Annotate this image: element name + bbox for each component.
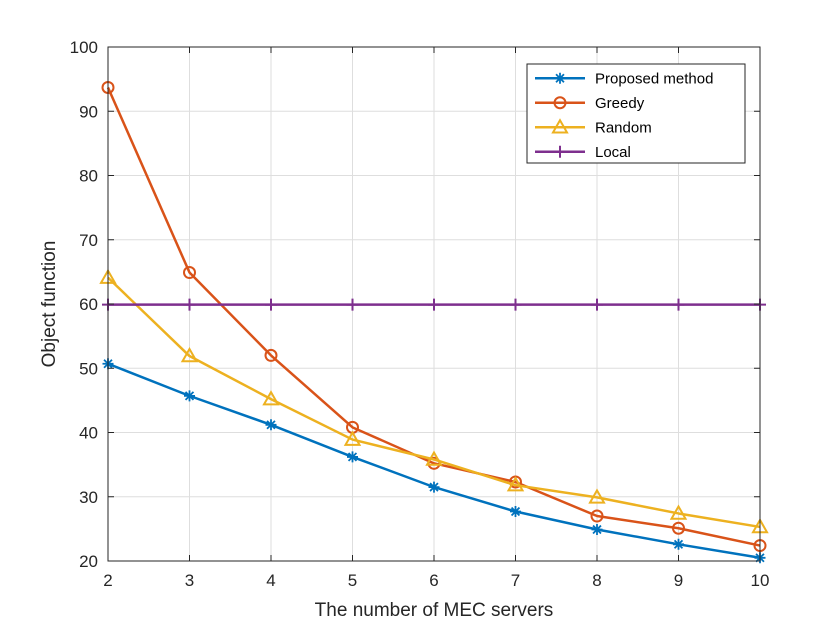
series-layer — [99, 80, 769, 564]
legend-item: Greedy — [535, 95, 645, 112]
data-point — [265, 298, 277, 311]
y-axis-label: Object function — [39, 241, 60, 368]
series-local — [102, 298, 766, 311]
y-tick-label: 60 — [79, 295, 98, 314]
x-tick-label: 5 — [348, 571, 357, 590]
y-tick-label: 100 — [70, 38, 98, 57]
data-point — [588, 488, 606, 504]
data-point — [265, 419, 277, 431]
x-tick-label: 7 — [511, 571, 520, 590]
data-point — [343, 430, 362, 446]
x-tick-label: 8 — [592, 571, 601, 590]
x-axis-label: The number of MEC servers — [315, 600, 554, 621]
data-point — [184, 390, 195, 402]
data-point — [591, 524, 603, 536]
legend-item: Proposed method — [535, 70, 713, 87]
data-point — [346, 298, 359, 311]
data-point — [590, 509, 604, 523]
data-point — [425, 450, 443, 466]
legend-label: Proposed method — [595, 70, 713, 87]
data-point — [669, 504, 688, 520]
data-point — [264, 348, 278, 362]
series-line — [106, 86, 761, 547]
y-tick-label: 40 — [79, 424, 98, 443]
data-point — [180, 347, 199, 363]
series-line — [107, 276, 761, 529]
legend: Proposed method Greedy Random Local — [526, 63, 746, 164]
legend-marker — [551, 118, 569, 134]
x-tick-label: 9 — [674, 571, 683, 590]
x-tick-label: 3 — [185, 571, 194, 590]
data-point — [673, 538, 684, 550]
legend-label: Greedy — [595, 95, 645, 112]
data-point — [510, 506, 521, 518]
data-point — [347, 451, 358, 463]
legend-label: Random — [595, 119, 652, 136]
x-tick-label: 10 — [751, 571, 770, 590]
data-point — [183, 266, 196, 280]
data-point — [672, 298, 685, 311]
y-tick-label: 30 — [79, 488, 98, 507]
x-tick-label: 6 — [429, 571, 438, 590]
y-tick-label: 70 — [79, 231, 98, 250]
data-point — [183, 298, 196, 311]
legend-marker — [554, 72, 566, 84]
data-point — [591, 298, 603, 311]
y-tick-label: 80 — [79, 167, 98, 186]
legend-marker — [554, 145, 566, 158]
y-tick-label: 20 — [79, 552, 98, 571]
series-random — [99, 268, 769, 534]
legend-item: Random — [535, 118, 652, 136]
axis-ticks: 2 3 4 5 6 7 8 9 10 20 30 40 50 60 70 80 90 100 — [70, 38, 770, 590]
data-point — [262, 390, 280, 406]
y-tick-label: 90 — [79, 102, 98, 121]
data-point — [428, 481, 440, 493]
data-point — [428, 298, 440, 311]
data-point — [672, 521, 685, 535]
legend-marker — [553, 96, 567, 110]
y-tick-label: 50 — [79, 359, 98, 378]
legend-item: Local — [535, 144, 631, 161]
data-point — [509, 298, 522, 311]
legend-label: Local — [595, 144, 631, 161]
x-tick-label: 2 — [103, 571, 112, 590]
data-point — [506, 476, 525, 492]
x-tick-label: 4 — [266, 571, 275, 590]
